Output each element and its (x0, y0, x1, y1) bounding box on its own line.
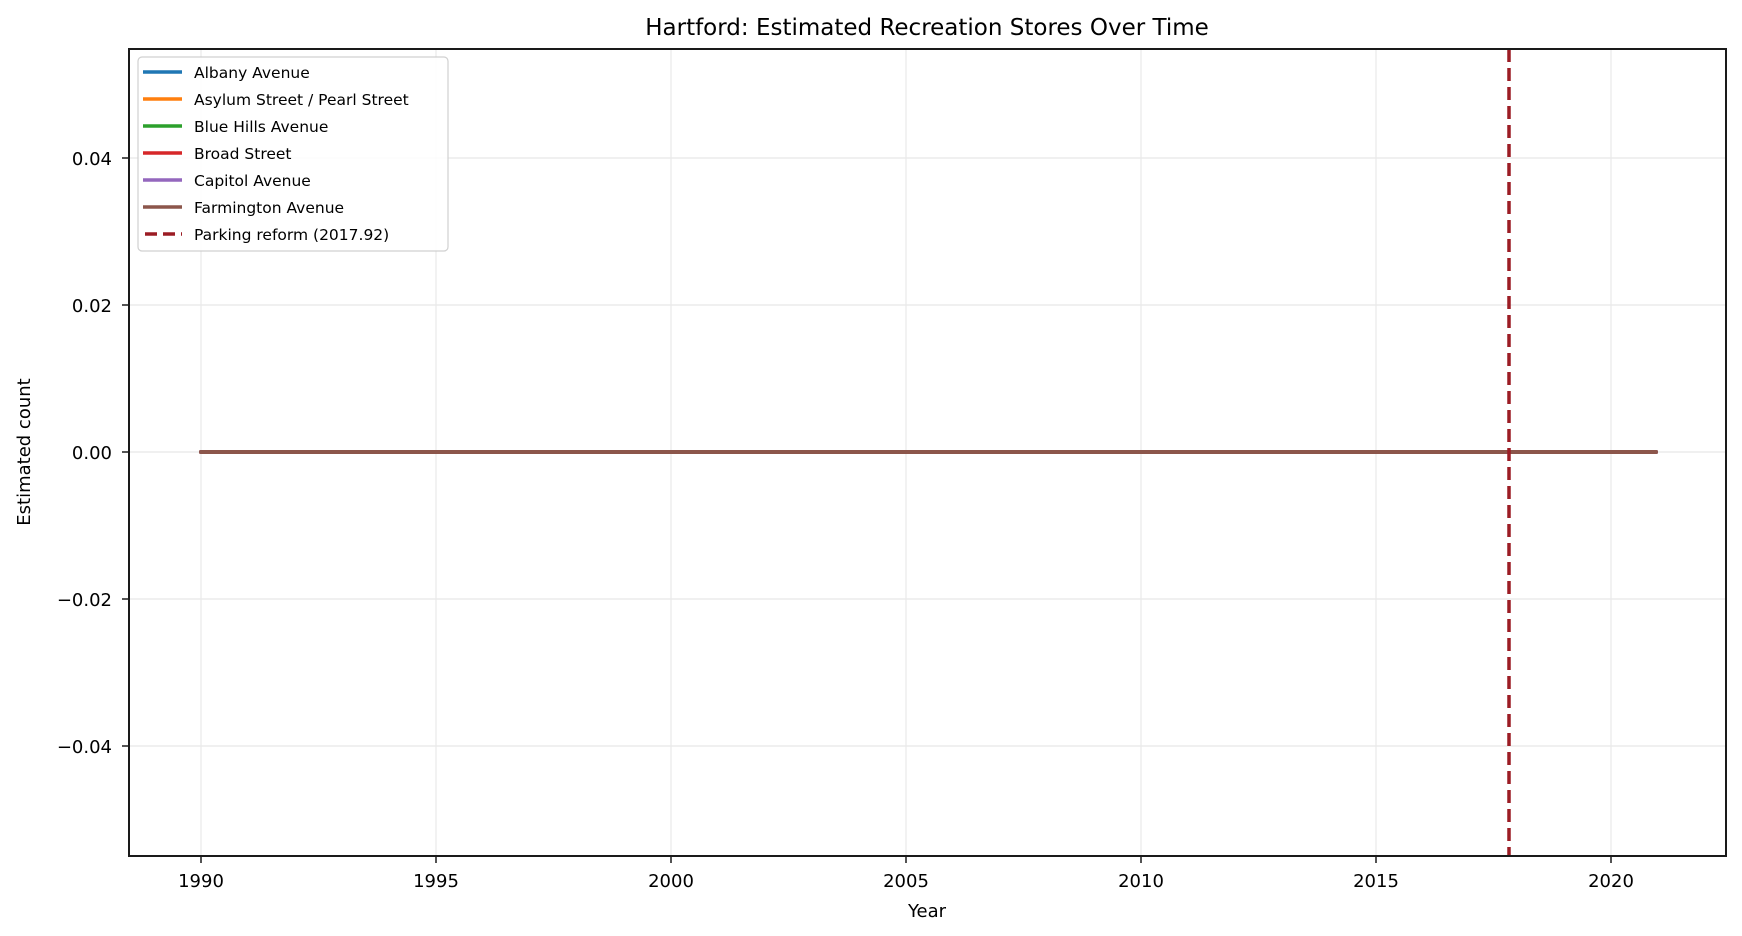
y-axis-label: Estimated count (14, 378, 35, 525)
svg-text:0.02: 0.02 (72, 296, 112, 317)
y-tick-labels: 0.04 0.02 0.00 −0.02 −0.04 (57, 149, 112, 758)
y-tick-marks (122, 157, 129, 747)
svg-text:−0.04: −0.04 (57, 737, 112, 758)
legend-label: Farmington Avenue (194, 199, 344, 217)
legend-label: Asylum Street / Pearl Street (194, 91, 409, 109)
legend: Albany Avenue Asylum Street / Pearl Stre… (137, 56, 449, 252)
svg-text:1995: 1995 (413, 871, 459, 892)
svg-text:2005: 2005 (883, 871, 929, 892)
legend-label: Broad Street (194, 145, 292, 163)
legend-label: Capitol Avenue (194, 172, 311, 190)
legend-label: Parking reform (2017.92) (194, 226, 389, 244)
chart-title: Hartford: Estimated Recreation Stores Ov… (645, 15, 1209, 41)
svg-text:2010: 2010 (1118, 871, 1164, 892)
svg-text:−0.02: −0.02 (57, 590, 112, 611)
x-tick-marks (200, 856, 1612, 863)
svg-text:0.04: 0.04 (72, 149, 112, 170)
x-tick-labels: 1990 1995 2000 2005 2010 2015 2020 (178, 871, 1634, 892)
svg-text:2000: 2000 (648, 871, 694, 892)
svg-text:1990: 1990 (178, 871, 224, 892)
x-axis-label: Year (907, 901, 947, 922)
svg-text:2020: 2020 (1588, 871, 1634, 892)
legend-label: Albany Avenue (194, 64, 310, 82)
svg-text:2015: 2015 (1353, 871, 1399, 892)
legend-label: Blue Hills Avenue (194, 118, 328, 136)
svg-text:0.00: 0.00 (72, 443, 112, 464)
